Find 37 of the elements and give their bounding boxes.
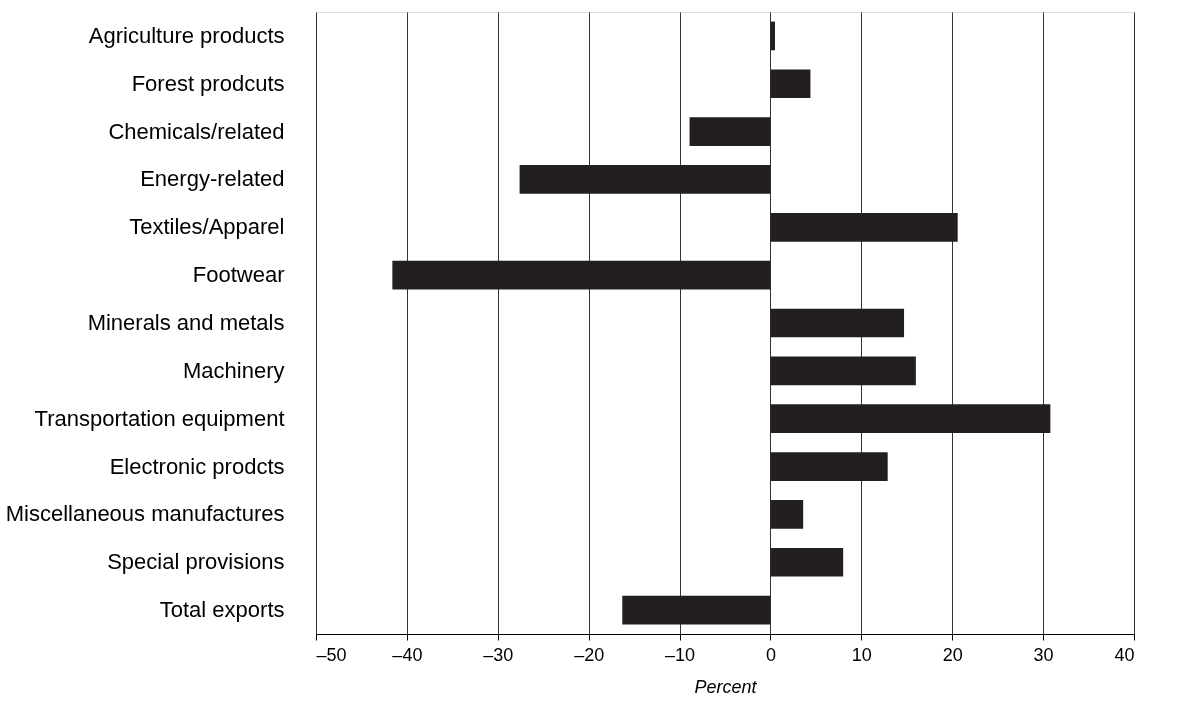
y-tick-label: Electronic prodcts	[109, 453, 285, 479]
y-tick-label: Machinery	[183, 357, 285, 383]
y-tick-label: Miscellaneous manufactures	[5, 501, 285, 527]
y-tick-label: Forest prodcuts	[131, 70, 285, 96]
bar	[770, 308, 905, 338]
bar	[770, 500, 804, 529]
x-tick-label: 40	[1114, 644, 1135, 665]
x-tick-label: –50	[316, 644, 347, 665]
y-tick-label: Energy-related	[140, 166, 285, 192]
x-tick-label: 10	[851, 644, 872, 665]
bar	[770, 452, 888, 481]
bar	[770, 404, 1051, 434]
y-tick-label: Transportation equipment	[34, 405, 285, 431]
x-tick-label: –30	[483, 644, 514, 665]
bar	[770, 547, 844, 577]
bar	[770, 212, 958, 242]
x-tick-label: –40	[392, 644, 423, 665]
bar	[689, 117, 771, 146]
bar	[770, 356, 916, 386]
y-tick-label: Chemicals/related	[108, 118, 285, 144]
x-axis-title: Percent	[694, 676, 758, 697]
x-tick-label: 20	[942, 644, 963, 665]
bar	[519, 165, 771, 194]
y-tick-label: Special provisions	[107, 549, 285, 575]
y-tick-label: Textiles/Apparel	[129, 214, 285, 240]
x-tick-label: –10	[665, 644, 696, 665]
bar	[770, 69, 811, 99]
bar	[622, 595, 771, 625]
bar	[770, 21, 775, 51]
x-tick-label: 30	[1033, 644, 1054, 665]
x-tick-label: –20	[574, 644, 605, 665]
y-tick-label: Agriculture products	[88, 22, 285, 48]
y-tick-label: Total exports	[159, 597, 285, 623]
y-tick-label: Footwear	[192, 262, 285, 288]
x-tick-label: 0	[765, 644, 776, 665]
y-tick-label: Minerals and metals	[87, 310, 285, 335]
bar	[392, 260, 771, 290]
